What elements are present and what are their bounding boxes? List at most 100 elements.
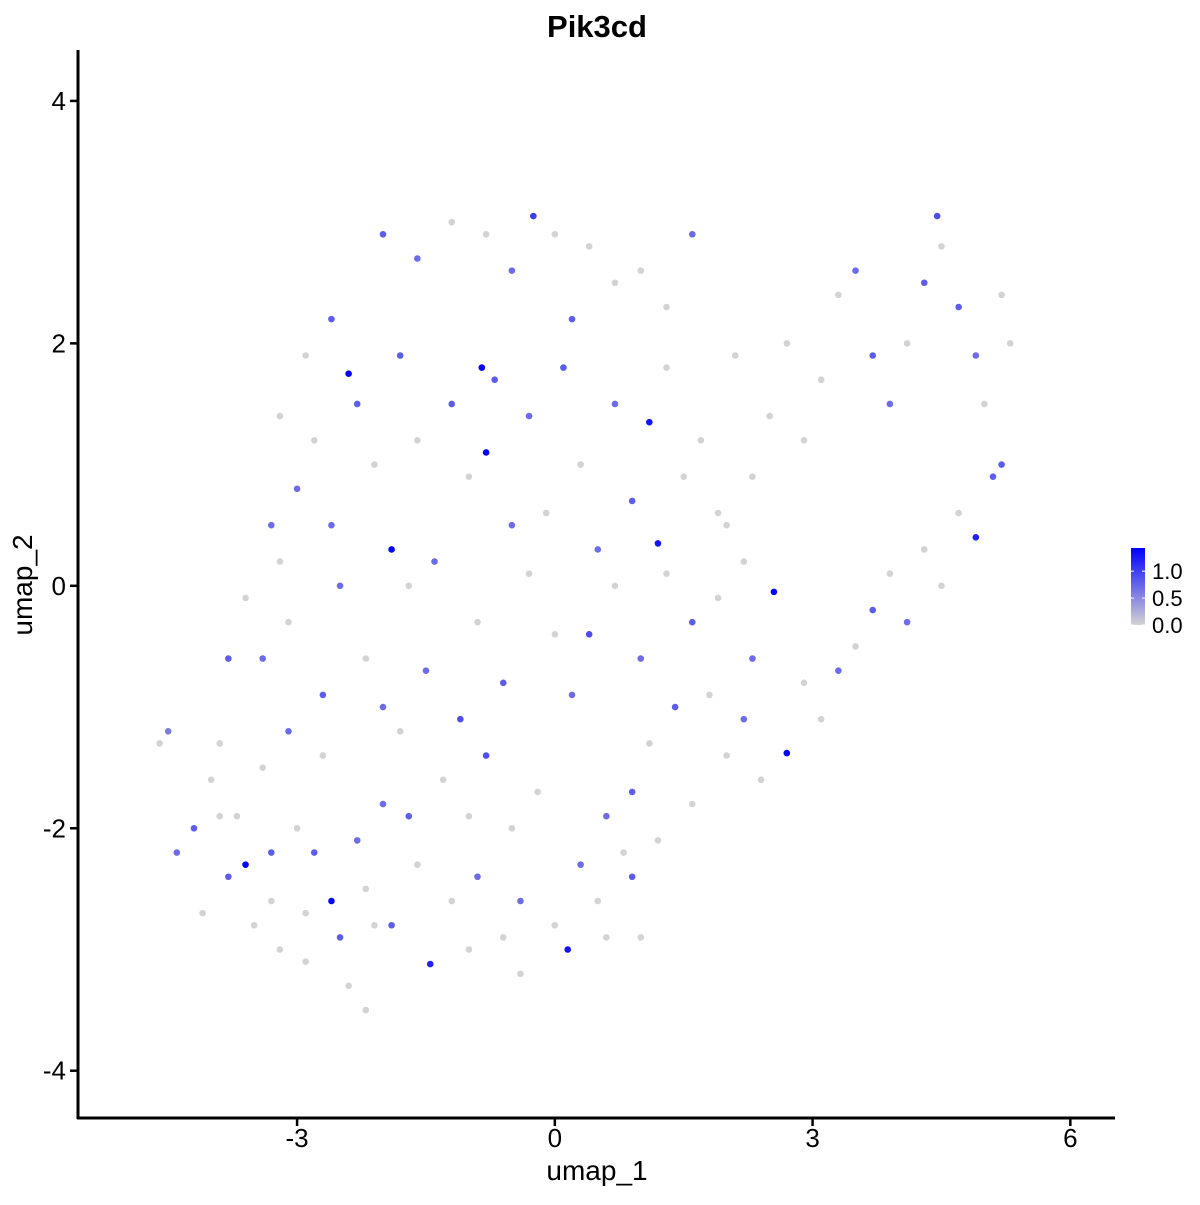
point — [233, 812, 241, 820]
point — [242, 594, 249, 602]
point — [508, 267, 516, 274]
point — [585, 243, 593, 250]
point — [379, 703, 387, 711]
colorbar-tick-label: 0.0 — [1152, 613, 1183, 638]
point — [345, 370, 352, 377]
point — [933, 212, 941, 220]
point — [938, 582, 945, 590]
point — [770, 588, 778, 596]
point — [783, 749, 791, 757]
point — [414, 437, 421, 444]
point — [886, 570, 894, 577]
point — [276, 412, 284, 420]
point — [225, 873, 232, 881]
point — [336, 934, 344, 941]
point — [757, 776, 765, 784]
point — [568, 315, 576, 323]
point — [190, 824, 198, 832]
point — [637, 267, 645, 274]
point — [903, 340, 911, 347]
point — [628, 788, 636, 796]
point — [680, 473, 688, 481]
point — [293, 824, 301, 832]
point — [714, 509, 722, 517]
point — [259, 655, 267, 662]
x-tick-label: -3 — [286, 1123, 309, 1153]
point — [981, 400, 988, 408]
x-axis-label: umap_1 — [546, 1155, 647, 1186]
point — [740, 715, 748, 723]
point — [396, 352, 404, 359]
point — [620, 849, 627, 856]
point — [199, 909, 206, 917]
point — [800, 679, 808, 687]
point — [302, 352, 309, 359]
point — [817, 376, 825, 384]
point — [457, 715, 464, 723]
point — [362, 1006, 370, 1014]
point — [611, 582, 619, 590]
point — [474, 618, 481, 626]
point — [517, 897, 524, 905]
x-tick-label: 6 — [1063, 1123, 1077, 1153]
point — [955, 303, 962, 311]
point — [302, 958, 309, 965]
point — [431, 558, 438, 565]
point — [371, 921, 378, 929]
point — [989, 473, 997, 481]
point — [216, 740, 224, 747]
point — [319, 752, 327, 759]
y-axis-label: umap_2 — [7, 534, 38, 635]
point — [353, 400, 361, 408]
point — [663, 570, 670, 577]
point — [405, 582, 413, 590]
point — [637, 655, 645, 662]
point — [362, 885, 370, 893]
point — [628, 497, 636, 505]
point — [508, 521, 516, 529]
point — [525, 412, 533, 420]
point — [328, 897, 335, 905]
colorbar-tick-label: 0.5 — [1152, 586, 1183, 611]
point — [225, 655, 232, 662]
point — [714, 594, 722, 602]
point — [478, 364, 486, 371]
point — [663, 303, 670, 311]
point — [276, 558, 284, 565]
point — [448, 218, 456, 226]
point — [216, 812, 224, 820]
point — [998, 291, 1005, 299]
point — [972, 534, 980, 541]
point — [414, 861, 421, 868]
point — [499, 679, 507, 687]
point — [422, 667, 430, 674]
point — [164, 727, 172, 735]
point — [551, 631, 559, 638]
point — [310, 437, 318, 444]
point — [482, 752, 490, 759]
point — [319, 691, 327, 699]
point — [388, 546, 395, 553]
point — [594, 897, 602, 905]
point — [173, 849, 181, 856]
point — [439, 776, 447, 784]
point — [740, 558, 748, 565]
point — [426, 960, 434, 968]
point — [551, 230, 559, 238]
point — [474, 873, 481, 881]
point — [671, 703, 679, 711]
point — [663, 364, 670, 371]
point — [534, 788, 541, 796]
y-tick-label: -2 — [43, 813, 66, 843]
y-tick-label: 2 — [52, 328, 66, 358]
point — [268, 521, 275, 529]
point — [594, 546, 602, 553]
point — [886, 400, 894, 408]
y-tick-label: 4 — [52, 86, 66, 116]
point — [482, 449, 490, 456]
point — [560, 364, 567, 371]
point — [336, 582, 344, 590]
point — [972, 352, 980, 359]
point — [654, 837, 662, 844]
point — [955, 509, 962, 517]
